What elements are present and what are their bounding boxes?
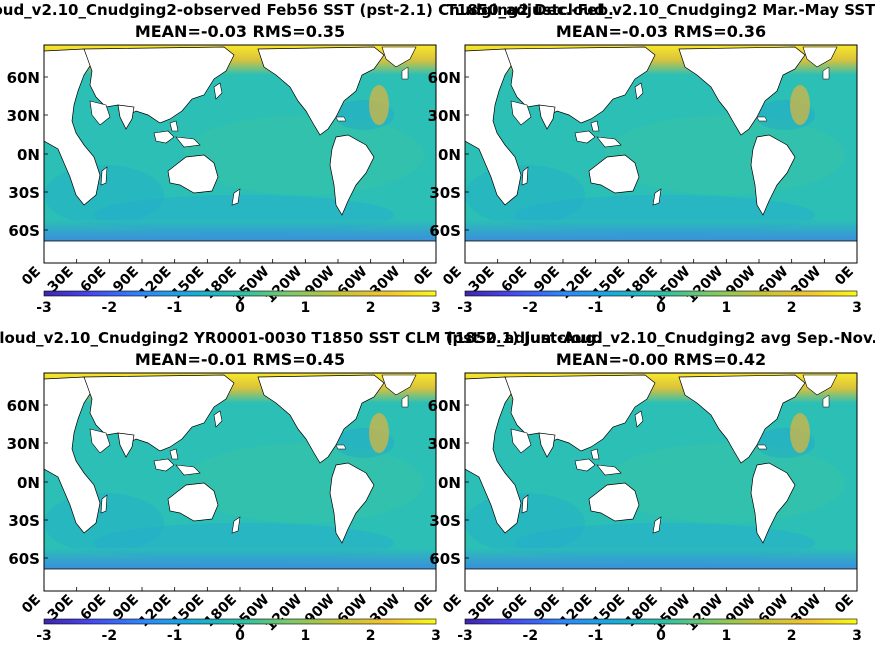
- lon-tick-label: 120E: [136, 592, 175, 631]
- panel-stats: MEAN=-0.00 RMS=0.42: [556, 350, 766, 369]
- colorbar-tick-label: 0: [235, 300, 245, 316]
- colorbar-tick-label: 2: [787, 628, 797, 644]
- lat-tick-label: 30S: [8, 184, 40, 202]
- lon-tick-label: 120W: [262, 592, 305, 635]
- lon-tick-label: 120E: [557, 264, 596, 303]
- lat-tick-label: 60N: [7, 397, 40, 415]
- lat-tick-label: 30N: [7, 435, 40, 453]
- lat-tick-label: 60N: [7, 69, 40, 87]
- lon-tick-label: 0E: [440, 592, 465, 617]
- panel-title: T1850_adjustcloud_v2.10_Cnudging2 Mar.-M…: [447, 1, 875, 19]
- lon-tick-label: 120E: [136, 264, 175, 303]
- map-panel: T1850_adjustcloud_v2.10_Cnudging2 Mar.-M…: [428, 1, 875, 316]
- lat-tick-label: 60S: [8, 222, 40, 240]
- colorbar-tick-label: 3: [431, 628, 441, 644]
- lat-tick-label: 0N: [438, 146, 461, 164]
- lat-tick-label: 60N: [428, 69, 461, 87]
- lon-tick-label: 150E: [590, 264, 629, 303]
- map-panel: T1850_adjustcloud_v2.10_Cnudging2-observ…: [0, 1, 614, 316]
- lat-tick-label: 60S: [429, 550, 461, 568]
- map-field: [43, 372, 437, 592]
- lon-tick-label: 150E: [590, 592, 629, 631]
- lat-tick-label: 30S: [429, 184, 461, 202]
- lon-tick-label: 120W: [683, 592, 726, 635]
- colorbar-tick-label: 2: [366, 300, 376, 316]
- colorbar-tick-label: 1: [721, 300, 731, 316]
- colorbar: [43, 618, 437, 625]
- colorbar-tick-label: -2: [102, 300, 118, 316]
- colorbar-tick-label: 2: [787, 300, 797, 316]
- lat-tick-label: 0N: [17, 474, 40, 492]
- lon-tick-label: 0E: [411, 264, 436, 289]
- panel-stats: MEAN=-0.03 RMS=0.36: [556, 22, 766, 41]
- colorbar-tick-label: -1: [167, 628, 183, 644]
- colorbar-tick-label: 1: [721, 628, 731, 644]
- lat-tick-label: 30S: [8, 512, 40, 530]
- colorbar-tick-label: -3: [36, 300, 52, 316]
- lon-tick-label: 150E: [169, 264, 208, 303]
- lon-tick-label: 0E: [411, 592, 436, 617]
- lon-tick-label: 150E: [169, 592, 208, 631]
- lon-tick-label: 120E: [557, 592, 596, 631]
- map-field: [464, 44, 858, 264]
- colorbar-tick-label: -2: [102, 628, 118, 644]
- panel-title: T1850_adjustcloud_v2.10_Cnudging2-observ…: [0, 1, 614, 19]
- lon-tick-label: 0E: [832, 592, 857, 617]
- colorbar-tick-label: 1: [300, 628, 310, 644]
- lat-tick-label: 0N: [17, 146, 40, 164]
- lat-tick-label: 30N: [7, 107, 40, 125]
- lat-tick-label: 30S: [429, 512, 461, 530]
- colorbar-tick-label: 0: [235, 628, 245, 644]
- lon-tick-label: 0E: [19, 264, 44, 289]
- colorbar-tick-label: -3: [457, 628, 473, 644]
- colorbar-tick-label: -3: [457, 300, 473, 316]
- lat-tick-label: 60S: [429, 222, 461, 240]
- lat-tick-label: 30N: [428, 435, 461, 453]
- colorbar: [43, 290, 437, 297]
- map-field: [43, 44, 437, 264]
- colorbar-tick-label: 2: [366, 628, 376, 644]
- map-field: [464, 372, 858, 592]
- colorbar-tick-label: -3: [36, 628, 52, 644]
- lat-tick-label: 30N: [428, 107, 461, 125]
- colorbar-tick-label: 3: [431, 300, 441, 316]
- colorbar-tick-label: 3: [852, 628, 862, 644]
- colorbar-tick-label: -2: [523, 300, 539, 316]
- colorbar-tick-label: -2: [523, 628, 539, 644]
- lat-tick-label: 60N: [428, 397, 461, 415]
- colorbar-tick-label: -1: [588, 300, 604, 316]
- panel-stats: MEAN=-0.03 RMS=0.35: [135, 22, 345, 41]
- colorbar: [464, 290, 858, 297]
- colorbar-tick-label: 0: [656, 628, 666, 644]
- map-panel: T1850_adjustcloud_v2.10_Cnudging2 avg Se…: [428, 329, 875, 644]
- lon-tick-label: 0E: [440, 264, 465, 289]
- colorbar-tick-label: -1: [167, 300, 183, 316]
- lon-tick-label: 120W: [683, 264, 726, 307]
- colorbar: [464, 618, 858, 625]
- panel-title: T1850_adjustcloud_v2.10_Cnudging2 YR0001…: [0, 329, 602, 347]
- panel-title: T1850_adjustcloud_v2.10_Cnudging2 avg Se…: [445, 329, 875, 347]
- panel-stats: MEAN=-0.01 RMS=0.45: [135, 350, 345, 369]
- lat-tick-label: 60S: [8, 550, 40, 568]
- colorbar-tick-label: -1: [588, 628, 604, 644]
- lat-tick-label: 0N: [438, 474, 461, 492]
- lon-tick-label: 0E: [19, 592, 44, 617]
- lon-tick-label: 120W: [262, 264, 305, 307]
- lon-tick-label: 0E: [832, 264, 857, 289]
- colorbar-tick-label: 3: [852, 300, 862, 316]
- colorbar-tick-label: 1: [300, 300, 310, 316]
- colorbar-tick-label: 0: [656, 300, 666, 316]
